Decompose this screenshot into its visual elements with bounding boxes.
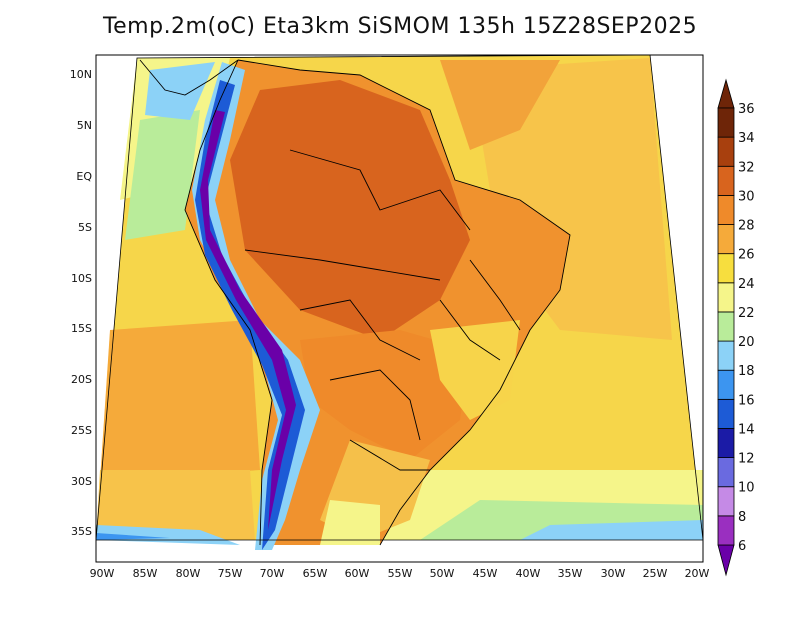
- lat-label-8: 30S: [71, 475, 92, 488]
- lat-label-4: 10S: [71, 272, 92, 285]
- colorbar-segment: [717, 398, 735, 429]
- lon-label-0: 90W: [90, 567, 115, 580]
- colorbar-max-arrow: [717, 78, 735, 109]
- plot-frame: [95, 54, 704, 563]
- lon-label-10: 40W: [516, 567, 541, 580]
- colorbar-label: 30: [738, 189, 755, 204]
- colorbar-label: 6: [738, 539, 746, 554]
- lat-label-9: 35S: [71, 525, 92, 538]
- colorbar-segment: [717, 194, 735, 225]
- lon-label-12: 30W: [601, 567, 626, 580]
- colorbar-segment: [717, 282, 735, 313]
- lon-label-9: 45W: [473, 567, 498, 580]
- lon-label-13: 25W: [643, 567, 668, 580]
- colorbar-label: 24: [738, 277, 755, 292]
- lon-label-7: 55W: [388, 567, 413, 580]
- colorbar-label: 34: [738, 131, 755, 146]
- colorbar-label: 18: [738, 364, 755, 379]
- colorbar-label: 14: [738, 422, 755, 437]
- colorbar-label: 22: [738, 306, 755, 321]
- colorbar-label: 8: [738, 510, 746, 525]
- colorbar-segment: [717, 457, 735, 488]
- colorbar-label: 16: [738, 393, 755, 408]
- country-borders: [139, 59, 571, 546]
- lat-label-0: 10N: [70, 68, 92, 81]
- colorbar-label: 12: [738, 452, 755, 467]
- colorbar-label: 28: [738, 219, 755, 234]
- lon-label-5: 65W: [303, 567, 328, 580]
- colorbar-segment: [717, 486, 735, 517]
- colorbar-label: 26: [738, 248, 755, 263]
- colorbar-segment: [717, 515, 735, 546]
- colorbar-label: 36: [738, 102, 755, 117]
- lon-label-11: 35W: [558, 567, 583, 580]
- lon-label-4: 70W: [260, 567, 285, 580]
- lat-axis: 10N 5N EQ 5S 10S 15S 20S 25S 30S 35S: [70, 68, 93, 538]
- lon-label-8: 50W: [430, 567, 455, 580]
- colorbar-label: 10: [738, 481, 755, 496]
- colorbar-segment: [717, 253, 735, 284]
- colorbar-label: 20: [738, 335, 755, 350]
- lat-label-1: 5N: [77, 119, 92, 132]
- colorbar-segment: [717, 107, 735, 138]
- colorbar-segment: [717, 165, 735, 196]
- domain-outline: [95, 54, 704, 541]
- colorbar-segment: [717, 340, 735, 371]
- colorbar-segment: [717, 224, 735, 255]
- colorbar-segment: [717, 428, 735, 459]
- lon-label-6: 60W: [345, 567, 370, 580]
- lon-label-1: 85W: [133, 567, 158, 580]
- lat-label-2: EQ: [76, 170, 92, 183]
- colorbar-min-arrow: [717, 544, 735, 577]
- colorbar-label: 32: [738, 160, 755, 175]
- lon-label-2: 80W: [176, 567, 201, 580]
- lon-label-14: 20W: [685, 567, 710, 580]
- lon-axis: 90W 85W 80W 75W 70W 65W 60W 55W 50W 45W …: [90, 567, 710, 580]
- lon-label-3: 75W: [218, 567, 243, 580]
- lat-label-5: 15S: [71, 322, 92, 335]
- colorbar-segment: [717, 136, 735, 167]
- colorbar: 6 8 10 12 14 16 18 20 22 24 26 28 30 32 34 36: [717, 78, 755, 577]
- colorbar-segment: [717, 311, 735, 342]
- map-title: Temp.2m(oC) Eta3km SiSMOM 135h 15Z28SEP2…: [102, 14, 698, 39]
- lat-label-7: 25S: [71, 424, 92, 437]
- colorbar-segment: [717, 369, 735, 400]
- lat-label-3: 5S: [78, 221, 92, 234]
- lat-label-6: 20S: [71, 373, 92, 386]
